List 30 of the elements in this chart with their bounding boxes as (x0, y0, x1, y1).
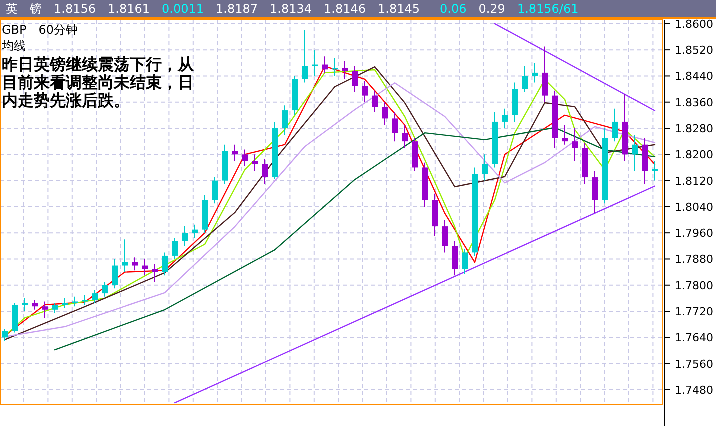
text: 0.29 (478, 2, 506, 16)
y-tick-label: 1.7480 (675, 384, 714, 397)
annotation: 昨日英镑继续震荡下行，从目前来看调整尚未结束，日内走势先涨后跌。 (2, 55, 195, 110)
y-tick-label: 1.7560 (675, 358, 714, 371)
text: 1.8156/61 (517, 2, 579, 16)
chart-title: GBP 60分钟 (2, 23, 78, 37)
y-tick-label: 1.7640 (675, 332, 714, 345)
text: 1.8145 (378, 2, 420, 16)
y-tick-label: 1.7960 (675, 227, 714, 240)
y-tick-label: 1.7720 (675, 306, 714, 319)
y-tick-label: 1.8520 (675, 44, 714, 58)
text: 1.8187 (216, 2, 258, 16)
y-tick-label: 1.8280 (675, 122, 714, 136)
text: 0.0011 (162, 2, 204, 16)
line-series (54, 127, 656, 351)
text: 1.8134 (270, 2, 312, 16)
y-tick-label: 1.7800 (675, 279, 714, 292)
y-tick-label: 1.8120 (675, 174, 714, 188)
text: 1.8161 (108, 2, 150, 16)
y-tick-label: 1.7880 (675, 253, 714, 266)
text: 均线 (1, 39, 26, 53)
text: 1.8156 (54, 2, 96, 16)
y-tick-label: 1.8600 (675, 18, 714, 31)
y-tick-label: 1.8040 (675, 200, 714, 214)
y-tick-label: 1.8200 (675, 148, 714, 162)
text: 英 镑 (6, 2, 42, 16)
text: 0.06 (440, 2, 467, 16)
y-tick-label: 1.8440 (675, 70, 714, 84)
text: 1.8146 (324, 2, 366, 16)
y-tick-label: 1.8360 (675, 96, 714, 110)
